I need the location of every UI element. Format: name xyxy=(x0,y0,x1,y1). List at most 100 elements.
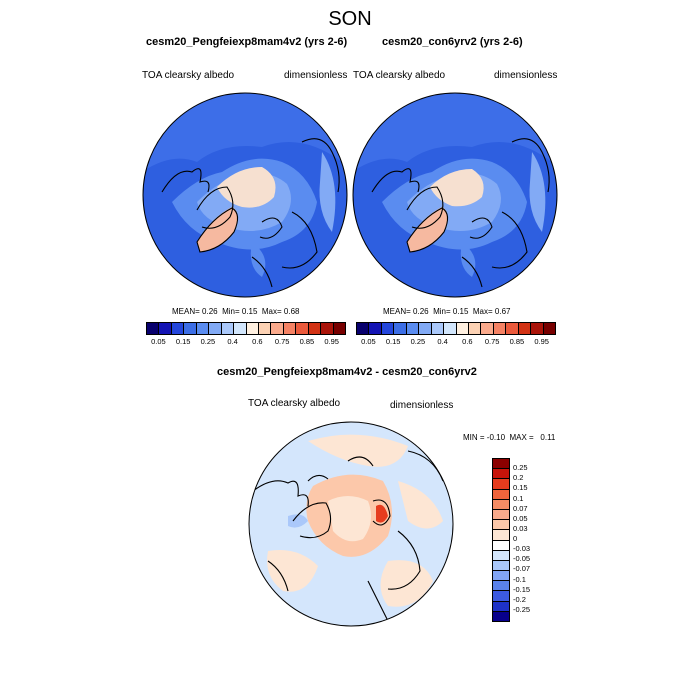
panel-1-stats: MEAN= 0.26 Min= 0.15 Max= 0.68 xyxy=(172,307,300,316)
panel-1-colorbar xyxy=(146,322,346,335)
colorbar-tick-label: 0.6 xyxy=(252,337,263,346)
colorbar-swatch xyxy=(393,323,406,334)
colorbar-swatch xyxy=(380,323,394,334)
colorbar-swatch xyxy=(493,488,509,499)
colorbar-swatch xyxy=(405,323,419,334)
panel-1-colorbar-labels: 0.05 0.15 0.25 0.4 0.6 0.75 0.85 0.95 xyxy=(146,337,344,347)
colorbar-tick-label: 0.4 xyxy=(437,337,448,346)
colorbar-swatch xyxy=(170,323,184,334)
colorbar-swatch xyxy=(220,323,234,334)
colorbar-swatch xyxy=(147,323,159,334)
colorbar-swatch xyxy=(430,323,444,334)
colorbar-tick-label: -0.03 xyxy=(513,544,531,554)
colorbar-tick-label: 0.2 xyxy=(513,473,524,483)
colorbar-swatch xyxy=(505,323,518,334)
panel-3-units-label: dimensionless xyxy=(390,400,454,411)
colorbar-swatch xyxy=(493,508,509,520)
panel-2-stats: MEAN= 0.26 Min= 0.15 Max= 0.67 xyxy=(383,307,511,316)
colorbar-tick-label: -0.25 xyxy=(513,604,531,614)
colorbar-swatch xyxy=(493,519,509,530)
colorbar-tick-label: 0.4 xyxy=(227,337,238,346)
colorbar-swatch xyxy=(542,323,555,334)
colorbar-tick-label: 0.95 xyxy=(324,337,339,346)
colorbar-swatch xyxy=(467,323,481,334)
colorbar-swatch xyxy=(320,323,333,334)
panel-3-map xyxy=(248,421,454,627)
colorbar-swatch xyxy=(493,610,509,621)
panel-2-colorbar xyxy=(356,322,556,335)
colorbar-swatch xyxy=(493,459,509,469)
colorbar-swatch xyxy=(443,323,456,334)
colorbar-tick-label: 0.25 xyxy=(200,337,216,346)
colorbar-tick-label: 0.6 xyxy=(462,337,473,346)
colorbar-swatch xyxy=(158,323,171,334)
colorbar-tick-label: -0.05 xyxy=(513,554,531,564)
colorbar-swatch xyxy=(492,323,506,334)
panel-2-variable-label: TOA clearsky albedo xyxy=(353,70,446,81)
colorbar-swatch xyxy=(270,323,283,334)
colorbar-tick-label: 0.85 xyxy=(509,337,525,346)
panel-2-map xyxy=(352,92,558,298)
panel-3-colorbar-labels: 0.25 0.2 0.15 0.1 0.07 0.05 0.03 0 -0.03 -0.05 -0.… xyxy=(513,458,553,620)
colorbar-swatch xyxy=(480,323,493,334)
colorbar-swatch xyxy=(307,323,321,334)
figure-title: SON xyxy=(328,8,372,30)
colorbar-tick-label: 0.15 xyxy=(513,483,528,493)
colorbar-tick-label: 0.07 xyxy=(513,503,528,513)
colorbar-tick-label: -0.07 xyxy=(513,564,531,574)
colorbar-swatch xyxy=(257,323,271,334)
colorbar-swatch xyxy=(517,323,531,334)
panel-2-units-label: dimensionless xyxy=(494,70,558,81)
colorbar-tick-label: 0.1 xyxy=(513,493,524,503)
colorbar-tick-label: 0.03 xyxy=(513,523,528,533)
panel-3-title: cesm20_Pengfeiexp8mam4v2 - cesm20_con6yr… xyxy=(217,366,477,378)
colorbar-swatch xyxy=(493,498,509,509)
colorbar-swatch xyxy=(282,323,296,334)
panel-1-variable-label: TOA clearsky albedo xyxy=(142,70,235,81)
colorbar-tick-label: 0.85 xyxy=(299,337,315,346)
panel-3-colorbar xyxy=(492,458,510,622)
colorbar-swatch xyxy=(233,323,246,334)
colorbar-swatch xyxy=(357,323,369,334)
colorbar-tick-label: 0.95 xyxy=(534,337,549,346)
colorbar-swatch xyxy=(493,539,509,550)
colorbar-swatch xyxy=(530,323,543,334)
colorbar-tick-label: 0.75 xyxy=(274,337,290,346)
colorbar-swatch xyxy=(245,323,258,334)
colorbar-swatch xyxy=(493,468,509,479)
colorbar-tick-label: 0.25 xyxy=(513,463,528,473)
colorbar-tick-label: -0.2 xyxy=(513,594,526,604)
colorbar-tick-label: 0.75 xyxy=(484,337,500,346)
colorbar-swatch xyxy=(493,549,509,560)
panel-1-units-label: dimensionless xyxy=(284,70,348,81)
colorbar-tick-label: 0.25 xyxy=(410,337,426,346)
panel-3-stats: MIN = -0.10 MAX = 0.11 xyxy=(463,433,556,442)
colorbar-swatch xyxy=(208,323,221,334)
colorbar-swatch xyxy=(493,580,509,591)
colorbar-swatch xyxy=(493,590,509,601)
colorbar-swatch xyxy=(332,323,345,334)
colorbar-tick-label: 0.05 xyxy=(361,337,376,346)
colorbar-tick-label: 0 xyxy=(513,534,518,543)
colorbar-swatch xyxy=(493,559,509,571)
colorbar-swatch xyxy=(493,570,509,581)
panel-2-colorbar-labels: 0.05 0.15 0.25 0.4 0.6 0.75 0.85 0.95 xyxy=(356,337,554,347)
colorbar-swatch xyxy=(455,323,468,334)
colorbar-swatch xyxy=(295,323,308,334)
colorbar-tick-label: 0.05 xyxy=(151,337,166,346)
colorbar-tick-label: -0.1 xyxy=(513,574,526,584)
panel-2-title: cesm20_con6yrv2 (yrs 2-6) xyxy=(382,36,523,48)
colorbar-swatch xyxy=(368,323,381,334)
panel-1-title: cesm20_Pengfeiexp8mam4v2 (yrs 2-6) xyxy=(146,36,348,48)
colorbar-swatch xyxy=(183,323,196,334)
colorbar-tick-label: 0.15 xyxy=(175,337,191,346)
colorbar-tick-label: 0.05 xyxy=(513,513,528,523)
colorbar-swatch xyxy=(493,600,509,611)
colorbar-swatch xyxy=(493,529,509,540)
panel-1-map xyxy=(142,92,348,298)
colorbar-swatch xyxy=(195,323,209,334)
colorbar-tick-label: 0.15 xyxy=(385,337,401,346)
colorbar-tick-label: -0.15 xyxy=(513,584,531,594)
panel-3-variable-label: TOA clearsky albedo xyxy=(248,398,341,409)
colorbar-swatch xyxy=(418,323,431,334)
